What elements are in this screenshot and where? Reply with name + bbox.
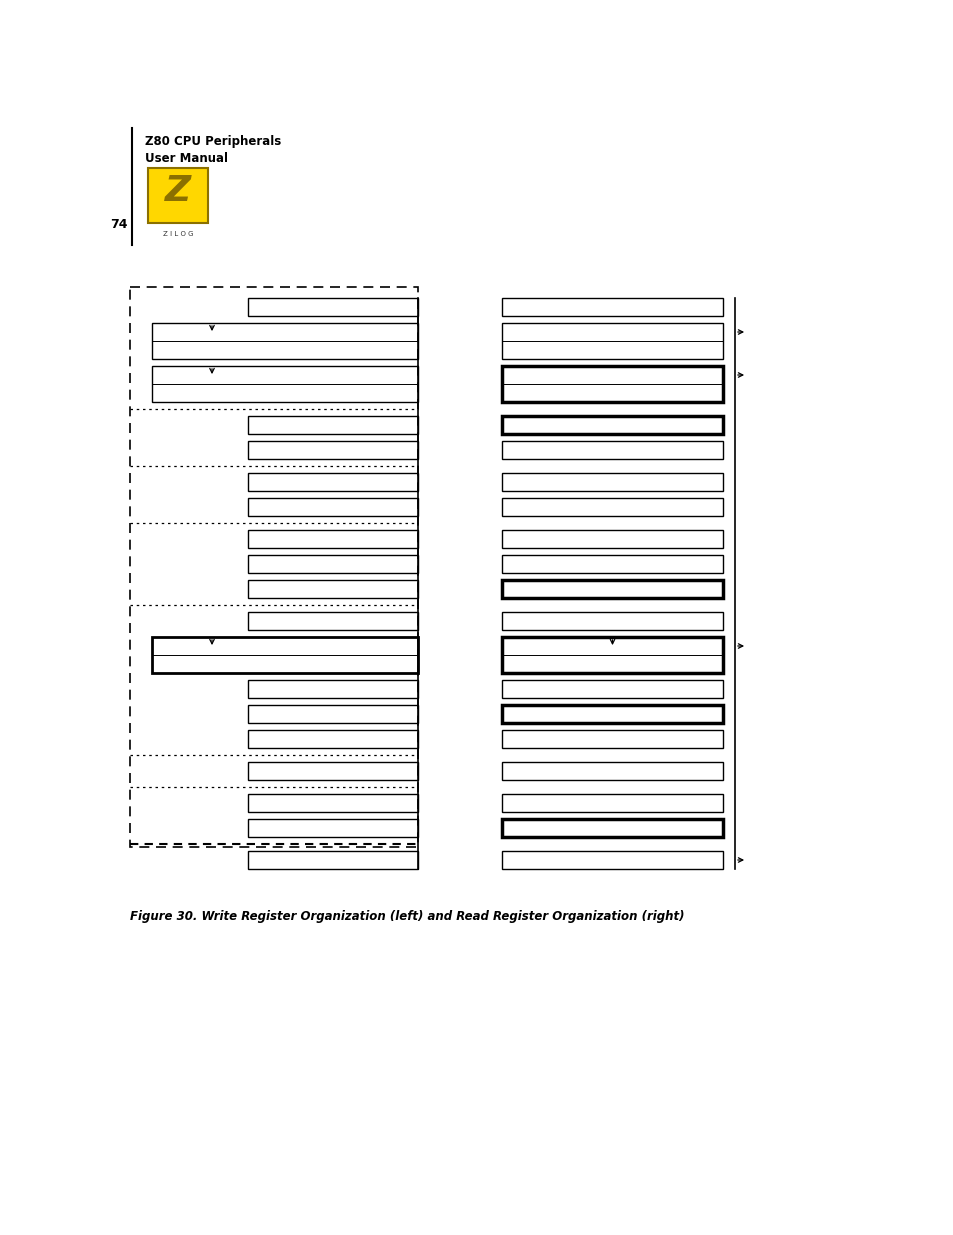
Bar: [248, 851, 417, 869]
Bar: [152, 324, 417, 359]
Bar: [501, 762, 722, 781]
Bar: [501, 366, 722, 403]
Bar: [248, 441, 417, 459]
Bar: [248, 794, 417, 811]
Text: Figure 30. Write Register Organization (left) and Read Register Organization (ri: Figure 30. Write Register Organization (…: [130, 910, 684, 923]
Bar: [501, 851, 722, 869]
Bar: [248, 416, 417, 433]
Bar: [248, 473, 417, 492]
Bar: [152, 637, 417, 673]
Bar: [501, 613, 722, 630]
Bar: [501, 819, 722, 837]
Bar: [501, 705, 722, 722]
Bar: [152, 366, 417, 403]
Bar: [248, 819, 417, 837]
Bar: [501, 555, 722, 573]
Bar: [501, 473, 722, 492]
Bar: [501, 730, 722, 748]
Bar: [248, 680, 417, 698]
Bar: [501, 794, 722, 811]
Bar: [501, 580, 722, 598]
Bar: [248, 555, 417, 573]
Bar: [148, 168, 208, 224]
Bar: [248, 730, 417, 748]
Bar: [501, 416, 722, 433]
Bar: [130, 287, 417, 847]
Text: 74: 74: [110, 219, 128, 231]
Text: Z: Z: [163, 172, 193, 214]
Bar: [248, 498, 417, 516]
Bar: [248, 705, 417, 722]
Bar: [248, 298, 417, 316]
Bar: [248, 580, 417, 598]
Bar: [248, 530, 417, 548]
Bar: [501, 530, 722, 548]
Bar: [501, 637, 722, 673]
Bar: [501, 680, 722, 698]
Bar: [248, 613, 417, 630]
Text: User Manual: User Manual: [145, 152, 228, 165]
Bar: [501, 441, 722, 459]
Bar: [501, 298, 722, 316]
Text: Z: Z: [165, 174, 191, 209]
Text: Z80 CPU Peripherals: Z80 CPU Peripherals: [145, 135, 281, 148]
Bar: [248, 762, 417, 781]
Text: Z I L O G: Z I L O G: [163, 231, 193, 237]
Bar: [501, 498, 722, 516]
Bar: [501, 324, 722, 359]
